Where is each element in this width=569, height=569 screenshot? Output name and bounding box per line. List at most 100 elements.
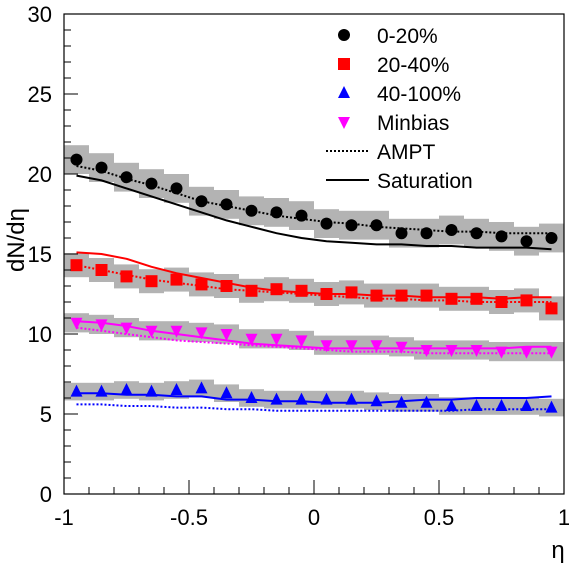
data-point-20-40-: [220, 280, 233, 292]
data-point-20-40-: [470, 292, 483, 305]
data-point-20-40-: [295, 284, 308, 297]
data-point-0-20-: [295, 209, 308, 222]
data-point-40-100-: [95, 384, 108, 397]
x-axis-title: η: [551, 537, 564, 564]
x-tick-label: -1: [54, 505, 74, 530]
data-point-0-20-: [70, 153, 83, 166]
data-point-minbias: [320, 340, 333, 353]
data-point-40-100-: [495, 399, 508, 411]
data-point-20-40-: [420, 289, 433, 302]
legend-label: Saturation: [377, 170, 473, 193]
data-point-20-40-: [195, 278, 208, 291]
data-point-minbias: [495, 346, 508, 359]
data-point-20-40-: [95, 264, 108, 276]
data-point-minbias: [370, 340, 383, 353]
data-point-20-40-: [145, 275, 158, 288]
data-point-0-20-: [420, 227, 433, 240]
data-point-minbias: [70, 317, 83, 330]
legend-label: 20-40%: [377, 54, 449, 77]
data-point-0-20-: [370, 219, 383, 232]
y-tick-label: 10: [28, 322, 52, 347]
data-point-0-20-: [495, 230, 508, 243]
data-point-minbias: [195, 327, 208, 340]
data-point-20-40-: [445, 292, 458, 305]
data-point-20-40-: [395, 289, 408, 302]
legend: 0-20% 20-40% 40-100% Minbias AMPT Saturation: [326, 25, 473, 193]
data-point-0-20-: [545, 232, 558, 244]
data-point-40-100-: [170, 383, 183, 395]
data-point-40-100-: [220, 386, 233, 399]
data-point-40-100-: [545, 400, 558, 413]
data-point-minbias: [295, 335, 308, 348]
data-point-40-100-: [295, 392, 308, 405]
data-point-0-20-: [195, 195, 208, 208]
data-point-20-40-: [370, 289, 383, 302]
data-point-minbias: [120, 322, 133, 335]
legend-label: 40-100%: [377, 83, 461, 106]
data-point-minbias: [270, 333, 283, 346]
legend-label: AMPT: [377, 141, 436, 164]
data-point-40-100-: [320, 392, 333, 405]
data-point-0-20-: [395, 227, 408, 240]
y-tick-label: 0: [40, 482, 52, 507]
data-point-minbias: [445, 345, 458, 357]
data-point-40-100-: [195, 381, 208, 394]
x-axis-ticks: -1 -0.5 0 0.5 1: [54, 480, 569, 530]
y-tick-label: 20: [28, 162, 52, 187]
data-point-0-20-: [120, 171, 133, 184]
data-point-20-40-: [270, 283, 283, 296]
legend-marker: [338, 29, 350, 41]
data-point-20-40-: [345, 286, 358, 299]
data-point-minbias: [245, 333, 258, 346]
systematic-bands: [64, 145, 564, 417]
y-tick-label: 15: [28, 242, 52, 267]
data-point-40-100-: [420, 395, 433, 408]
data-point-0-20-: [445, 224, 458, 236]
x-tick-label: 0.5: [424, 505, 455, 530]
data-point-minbias: [345, 340, 358, 353]
data-point-20-40-: [545, 302, 558, 315]
data-point-0-20-: [170, 182, 183, 195]
saturation-curve-0-20-: [76, 174, 552, 251]
data-point-20-40-: [520, 294, 533, 307]
legend-marker: [338, 117, 350, 129]
data-point-0-20-: [345, 219, 358, 232]
y-axis-ticks: 0 5 10 15 20 25 30: [28, 2, 78, 507]
legend-label: 0-20%: [377, 25, 438, 48]
data-point-40-100-: [270, 392, 283, 405]
data-point-0-20-: [320, 217, 333, 230]
data-point-40-100-: [395, 395, 408, 408]
data-point-minbias: [395, 341, 408, 354]
data-point-40-100-: [445, 399, 458, 411]
data-point-20-40-: [170, 273, 183, 286]
data-point-40-100-: [145, 384, 158, 397]
data-point-0-20-: [95, 161, 108, 174]
data-point-40-100-: [120, 383, 133, 395]
y-tick-label: 25: [28, 82, 52, 107]
legend-label: Minbias: [377, 112, 449, 135]
data-point-minbias: [520, 346, 533, 359]
data-point-minbias: [170, 325, 183, 338]
legend-marker: [338, 86, 350, 98]
data-point-40-100-: [345, 392, 358, 405]
ampt-curve-minbias: [76, 326, 552, 355]
data-point-40-100-: [245, 391, 258, 403]
data-point-0-20-: [220, 198, 233, 211]
data-point-minbias: [420, 345, 433, 357]
x-tick-label: -0.5: [170, 505, 208, 530]
data-point-40-100-: [470, 399, 483, 411]
data-point-20-40-: [245, 284, 258, 297]
data-point-20-40-: [120, 270, 133, 283]
data-point-0-20-: [470, 227, 483, 240]
data-point-0-20-: [245, 204, 258, 217]
data-point-0-20-: [520, 235, 533, 248]
x-tick-label: 0: [308, 505, 320, 530]
data-point-minbias: [545, 346, 558, 359]
data-point-minbias: [470, 345, 483, 357]
data-point-40-100-: [370, 394, 383, 407]
data-point-0-20-: [145, 177, 158, 190]
legend-marker: [338, 58, 350, 70]
data-point-20-40-: [495, 296, 508, 308]
data-point-minbias: [95, 319, 108, 332]
